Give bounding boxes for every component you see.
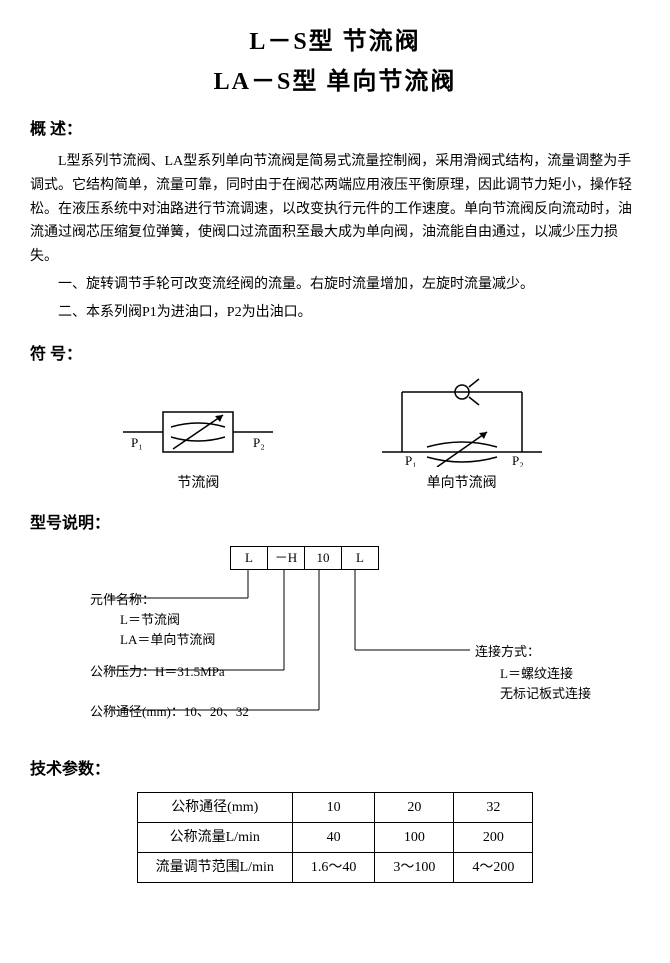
symbol-check-throttle-caption: 单向节流阀 xyxy=(427,473,497,494)
td: 100 xyxy=(375,822,454,852)
model-name-l: L＝节流阀 xyxy=(120,610,180,630)
section-overview: 概 述： xyxy=(30,118,640,142)
overview-p1: L型系列节流阀、LA型系列单向节流阀是简易式流量控制阀，采用滑阀式结构，流量调整… xyxy=(30,150,640,269)
spec-table: 公称通径(mm) 10 20 32 公称流量L/min 40 100 200 流… xyxy=(137,792,534,883)
th-2: 20 xyxy=(375,792,454,822)
model-conn-none: 无标记板式连接 xyxy=(500,684,591,704)
td: 3～100 xyxy=(375,852,454,882)
symbol-throttle: P₁ P₂ 节流阀 xyxy=(113,397,283,494)
model-pressure: 公称压力：H＝31.5MPa xyxy=(90,662,225,682)
th-1: 10 xyxy=(292,792,375,822)
table-row: 流量调节范围L/min 1.6～40 3～100 4～200 xyxy=(137,852,533,882)
th-3: 32 xyxy=(454,792,533,822)
model-box-2: 10 xyxy=(304,546,342,570)
model-boxes: L －H 10 L xyxy=(230,546,640,570)
td: 40 xyxy=(292,822,375,852)
overview-p3: 二、本系列阀P1为进油口，P2为出油口。 xyxy=(30,301,640,325)
table-row: 公称通径(mm) 10 20 32 xyxy=(137,792,533,822)
symbol-throttle-caption: 节流阀 xyxy=(177,473,219,494)
section-tech: 技术参数： xyxy=(30,758,640,782)
symbol-check-throttle: P₁ P₂ 单向节流阀 xyxy=(367,377,557,494)
model-conn-l: L＝螺纹连接 xyxy=(500,664,573,684)
throttle-icon: P₁ P₂ xyxy=(113,397,283,467)
symbols-row: P₁ P₂ 节流阀 P₁ P₂ 单向节流阀 xyxy=(30,377,640,494)
overview-p2: 一、旋转调节手轮可改变流经阀的流量。右旋时流量增加，左旋时流量减少。 xyxy=(30,273,640,297)
svg-text:P₁: P₁ xyxy=(405,453,417,467)
td: 4～200 xyxy=(454,852,533,882)
model-name-head: 元件名称： xyxy=(90,590,155,610)
title-line-1: L－S型 节流阀 xyxy=(30,24,640,60)
section-model: 型号说明： xyxy=(30,512,640,536)
model-name-la: LA＝单向节流阀 xyxy=(120,630,215,650)
model-diameter: 公称通径(mm)：10、20、32 xyxy=(90,702,249,722)
model-explain: L －H 10 L 元件名称： L＝节流阀 LA＝单向节流阀 公称压力：H＝31… xyxy=(90,546,640,740)
td: 1.6～40 xyxy=(292,852,375,882)
p2-label: P₂ xyxy=(253,435,265,450)
th-0: 公称通径(mm) xyxy=(137,792,292,822)
section-symbols: 符 号： xyxy=(30,343,640,367)
td: 流量调节范围L/min xyxy=(137,852,292,882)
title-line-2: LA－S型 单向节流阀 xyxy=(30,64,640,100)
td: 公称流量L/min xyxy=(137,822,292,852)
model-box-3: L xyxy=(341,546,379,570)
check-throttle-icon: P₁ P₂ xyxy=(367,377,557,467)
model-box-1: －H xyxy=(267,546,305,570)
p1-label: P₁ xyxy=(131,435,143,450)
model-box-0: L xyxy=(230,546,268,570)
model-conn-head: 连接方式： xyxy=(475,642,540,662)
td: 200 xyxy=(454,822,533,852)
svg-text:P₂: P₂ xyxy=(512,453,524,467)
table-row: 公称流量L/min 40 100 200 xyxy=(137,822,533,852)
